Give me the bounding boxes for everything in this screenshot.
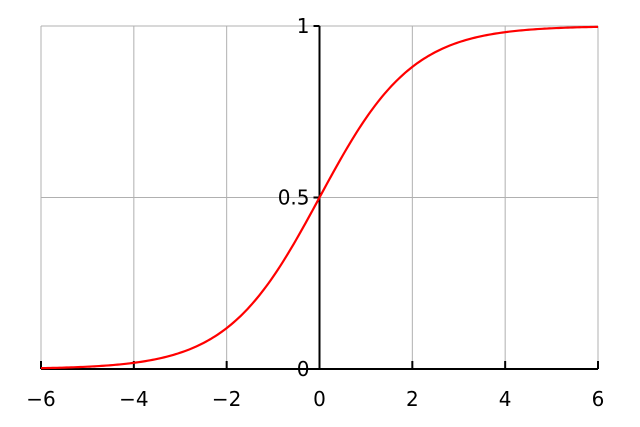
y-tick-label: 0 [297,357,310,381]
y-tick-label: 1 [297,14,310,38]
x-tick-label: 0 [313,387,326,411]
x-tick-label: −6 [26,387,55,411]
x-tick-label: 2 [406,387,419,411]
y-tick-label: 0.5 [278,186,310,210]
series-layer [40,25,599,370]
x-tick-label: −2 [212,387,241,411]
tick-labels: −6 −4 −2 0 2 4 6 0 0.5 1 [26,14,604,411]
x-tick-label: 6 [592,387,605,411]
x-tick-label: −4 [119,387,148,411]
series-line-sigmoid [40,25,599,370]
x-tick-label: 4 [499,387,512,411]
